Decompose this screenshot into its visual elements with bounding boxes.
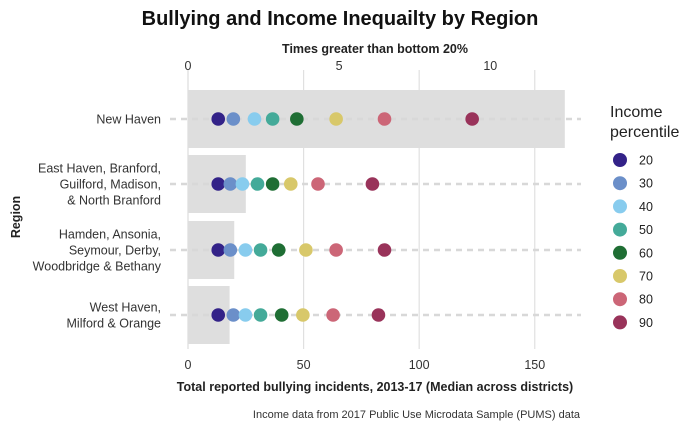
point-0-p70 [329, 112, 343, 126]
point-1-p90 [365, 177, 380, 191]
legend-swatch-90 [613, 315, 627, 330]
category-label-1-line-0: East Haven, Branford, [38, 162, 161, 176]
point-2-p30 [223, 243, 238, 257]
legend-label-40: 40 [639, 200, 653, 214]
category-label-0-line-0: New Haven [96, 113, 161, 127]
legend-swatch-70 [613, 269, 627, 283]
legend-label-70: 70 [639, 270, 653, 284]
point-1-p80 [311, 177, 325, 191]
legend-label-90: 90 [639, 316, 653, 330]
point-1-p70 [283, 177, 298, 191]
legend-label-80: 80 [639, 293, 653, 307]
x-tick-label-0: 0 [185, 358, 192, 372]
top-tick-label-2: 10 [483, 59, 497, 73]
point-3-p50 [253, 308, 268, 322]
x-tick-label-1: 50 [297, 358, 311, 372]
x-tick-label-2: 100 [409, 358, 430, 372]
point-0-p30 [226, 112, 241, 126]
chart-title: Bullying and Income Inequailty by Region [142, 8, 539, 30]
point-2-p40 [238, 243, 253, 257]
legend-label-60: 60 [639, 246, 653, 260]
point-3-p20 [211, 308, 226, 322]
point-2-p90 [377, 243, 392, 257]
category-label-1: East Haven, Branford, Guilford, Madison, &… [38, 162, 161, 208]
legend-swatch-60 [613, 245, 627, 260]
point-0-p90 [465, 112, 479, 126]
category-label-2-line-1: Seymour, Derby, [69, 244, 161, 258]
point-0-p20 [211, 112, 226, 126]
top-tick-label-0: 0 [185, 59, 192, 73]
legend-swatch-20 [613, 153, 627, 167]
legend-title-line-0: Income [610, 104, 663, 121]
category-label-1-line-1: Guilford, Madison, [60, 178, 161, 192]
point-3-p80 [326, 308, 340, 322]
points [211, 112, 479, 322]
point-0-p40 [247, 112, 262, 126]
point-1-p60 [265, 177, 280, 191]
point-2-p80 [329, 243, 343, 257]
point-3-p70 [296, 308, 310, 322]
x-axis-title: Total reported bullying incidents, 2013-… [177, 380, 573, 394]
point-1-p50 [250, 177, 265, 191]
top-axis-title: Times greater than bottom 20% [282, 42, 468, 56]
legend-swatch-30 [613, 176, 627, 191]
category-dashes [170, 117, 581, 317]
point-3-p60 [274, 308, 289, 322]
category-label-3: West Haven, Milford & Orange [67, 301, 162, 331]
point-1-p30 [223, 177, 238, 191]
category-label-2-line-0: Hamden, Ansonia, [59, 228, 161, 242]
category-labels: New Haven East Haven, Branford, Guilford, … [33, 113, 162, 331]
category-label-3-line-1: Milford & Orange [67, 317, 162, 331]
bars [188, 90, 565, 344]
point-0-p50 [265, 112, 280, 126]
point-2-p50 [253, 243, 268, 257]
point-0-p60 [290, 112, 304, 126]
category-label-0: New Haven [96, 113, 161, 127]
legend-title-line-1: percentile [610, 124, 679, 141]
y-axis-title: Region [9, 196, 23, 238]
point-1-p20 [211, 177, 226, 191]
point-2-p60 [271, 243, 286, 257]
point-3-p90 [371, 308, 386, 322]
legend-swatch-40 [613, 199, 627, 214]
point-2-p20 [211, 243, 226, 257]
legend-label-30: 30 [639, 177, 653, 191]
point-3-p40 [238, 308, 253, 322]
legend-label-50: 50 [639, 223, 653, 237]
x-tick-label-3: 150 [524, 358, 545, 372]
point-1-p40 [235, 177, 250, 191]
category-label-2-line-2: Woodbridge & Bethany [33, 260, 162, 274]
category-label-3-line-0: West Haven, [90, 301, 161, 315]
category-label-1-line-2: & North Branford [67, 194, 161, 208]
legend: Income percentile 20 30 40 50 60 70 80 90 [610, 104, 679, 330]
legend-swatch-50 [613, 222, 627, 237]
point-0-p80 [377, 112, 392, 126]
point-3-p30 [226, 308, 241, 322]
point-2-p70 [299, 243, 313, 257]
legend-swatch-80 [613, 292, 627, 307]
category-label-2: Hamden, Ansonia, Seymour, Derby, Woodbridg… [33, 228, 162, 274]
bottom-axis-ticks: 0 50 100 150 [185, 358, 546, 372]
top-tick-label-1: 5 [336, 59, 343, 73]
top-axis-ticks: 0 5 10 [185, 59, 498, 73]
bar-0 [188, 90, 565, 148]
caption: Income data from 2017 Public Use Microda… [253, 409, 581, 421]
legend-label-20: 20 [639, 154, 653, 168]
